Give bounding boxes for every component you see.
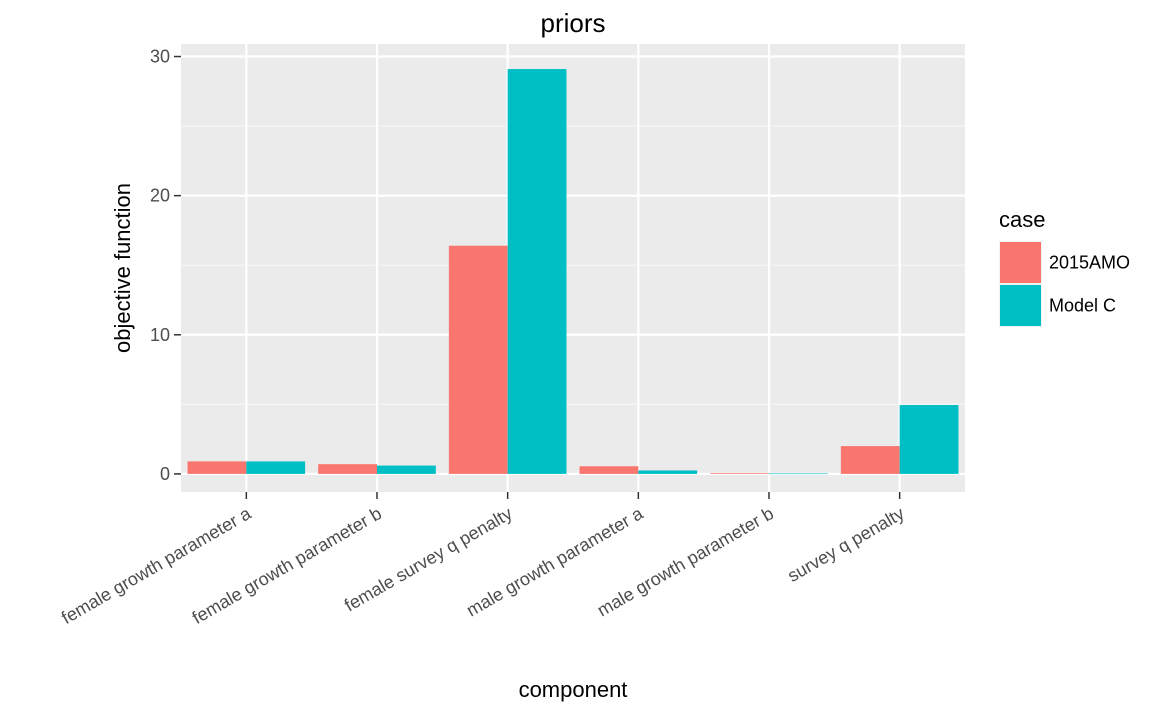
legend-label: 2015AMO — [1049, 253, 1130, 273]
legend-key — [1000, 242, 1041, 283]
bar — [840, 446, 900, 474]
plot-panel — [181, 44, 965, 492]
y-tick-label: 10 — [150, 325, 170, 345]
legend-key — [1000, 285, 1041, 326]
bar — [377, 465, 436, 474]
legend: case 2015AMO Model C — [999, 207, 1130, 327]
legend-label: Model C — [1049, 296, 1116, 316]
grid-minor — [181, 125, 965, 405]
bars — [187, 69, 959, 475]
bar — [710, 473, 769, 474]
bar — [246, 461, 306, 474]
bar — [507, 69, 567, 474]
bar — [187, 461, 247, 474]
y-tick-label: 30 — [150, 47, 170, 67]
x-tick-label: survey q penalty — [784, 503, 908, 586]
y-axis-title: objective function — [110, 183, 135, 353]
bar — [579, 466, 639, 474]
y-tick-label: 0 — [160, 464, 170, 484]
bar — [769, 473, 828, 475]
bar — [638, 470, 698, 474]
bar — [899, 405, 959, 474]
y-axis: 0 10 20 30 — [150, 47, 181, 484]
bar — [318, 464, 377, 474]
legend-title: case — [999, 207, 1045, 232]
x-axis-title: component — [519, 677, 628, 702]
y-tick-label: 20 — [150, 186, 170, 206]
bar — [448, 245, 508, 474]
chart-title: priors — [540, 8, 605, 38]
